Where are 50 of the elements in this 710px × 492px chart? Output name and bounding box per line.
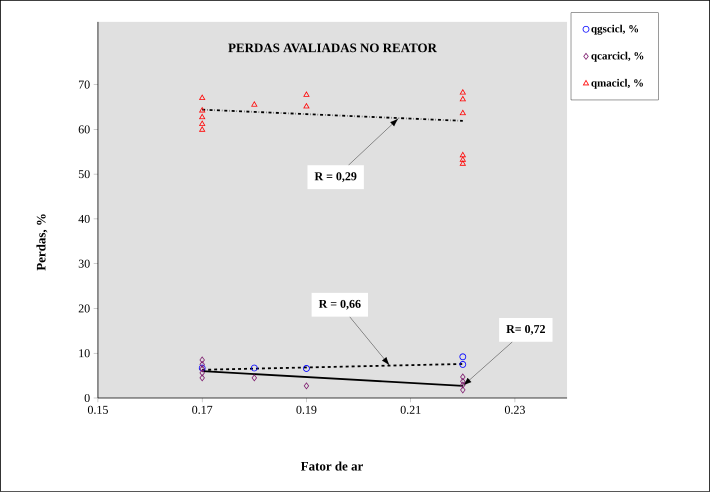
- point: [303, 103, 310, 108]
- point: [459, 353, 466, 360]
- x-tick-label: 0.17: [192, 406, 212, 414]
- point: [304, 382, 310, 390]
- legend-label: qmacicl, %: [591, 78, 643, 89]
- point: [460, 156, 466, 162]
- y-tick-label: 10: [79, 349, 90, 358]
- point: [460, 96, 466, 102]
- y-tick-label: 40: [78, 214, 90, 223]
- point: [460, 89, 466, 95]
- text: PERDAS AVALIADAS NO REATOR: [228, 44, 438, 52]
- point: [199, 120, 206, 126]
- x-tick-label: 0.15: [88, 406, 108, 414]
- legend-label: qgscicl, %: [591, 24, 638, 35]
- point: [460, 152, 466, 158]
- point: [460, 382, 466, 388]
- point: [200, 370, 205, 376]
- point: [460, 374, 466, 380]
- y-axis-title: Perdas, %: [36, 214, 48, 271]
- x-axis-title: Fator de ar: [300, 461, 364, 471]
- y-tick-label: 60: [78, 125, 90, 134]
- point: [252, 374, 257, 382]
- point: [251, 101, 258, 107]
- point: [303, 92, 310, 97]
- point: [460, 386, 466, 394]
- point: [200, 374, 205, 382]
- point: [460, 378, 466, 385]
- point: [199, 107, 206, 112]
- point: [250, 364, 258, 372]
- annotation: R = 0,29: [314, 172, 356, 182]
- point: [199, 94, 206, 100]
- y-tick-label: 20: [78, 304, 90, 313]
- point: [200, 356, 205, 364]
- annotation: R= 0,72: [506, 325, 545, 335]
- point: [459, 361, 466, 368]
- x-tick-label: 0.23: [504, 406, 525, 414]
- legend-label: qcarcicl, %: [591, 52, 644, 62]
- x-tick-label: 0.21: [400, 406, 420, 414]
- point: [199, 126, 206, 132]
- annotation: R = 0,66: [318, 300, 361, 310]
- y-tick-label: 50: [78, 170, 90, 178]
- x-tick-label: 0.19: [296, 406, 316, 414]
- point: [303, 365, 310, 372]
- y-tick-label: 0: [84, 394, 90, 402]
- point: [460, 160, 466, 166]
- point: [199, 114, 206, 120]
- point: [200, 361, 205, 368]
- point: [460, 110, 466, 116]
- y-tick-label: 30: [78, 260, 90, 268]
- y-tick-label: 70: [78, 80, 90, 89]
